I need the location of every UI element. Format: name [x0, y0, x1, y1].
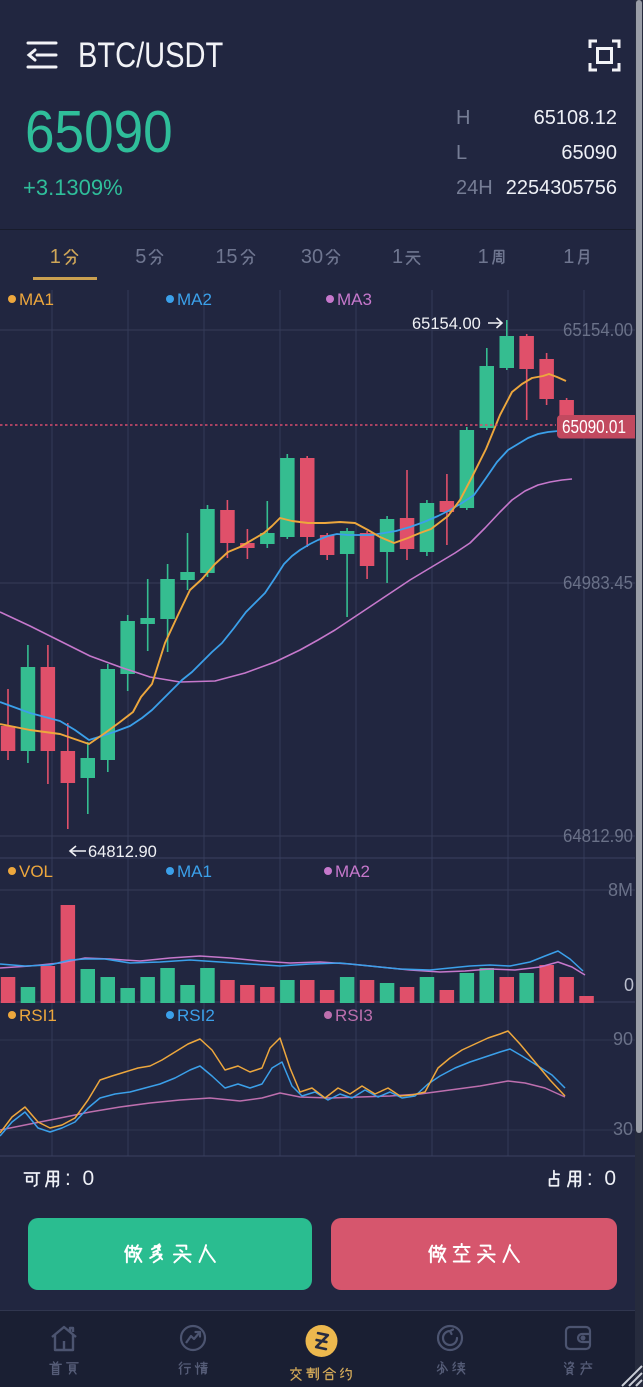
svg-text:RSI2: RSI2 [177, 1006, 215, 1025]
svg-text:MA2: MA2 [177, 290, 212, 309]
svg-text:8M: 8M [608, 880, 633, 900]
svg-text:MA2: MA2 [335, 862, 370, 881]
svg-text:RSI3: RSI3 [335, 1006, 373, 1025]
svg-text:MA1: MA1 [19, 290, 54, 309]
svg-text:90: 90 [613, 1029, 633, 1049]
svg-text:64812.90: 64812.90 [563, 826, 633, 846]
svg-text:MA3: MA3 [337, 290, 372, 309]
svg-text:VOL: VOL [19, 862, 53, 881]
svg-text:RSI1: RSI1 [19, 1006, 57, 1025]
svg-text:65090.01: 65090.01 [562, 416, 626, 437]
svg-text:64812.90: 64812.90 [88, 843, 157, 861]
svg-text:MA1: MA1 [177, 862, 212, 881]
svg-text:64983.45: 64983.45 [563, 573, 633, 593]
svg-text:65154.00: 65154.00 [412, 315, 481, 333]
svg-text:0: 0 [624, 975, 634, 995]
svg-text:30: 30 [613, 1119, 633, 1139]
svg-text:65154.00: 65154.00 [563, 320, 633, 340]
